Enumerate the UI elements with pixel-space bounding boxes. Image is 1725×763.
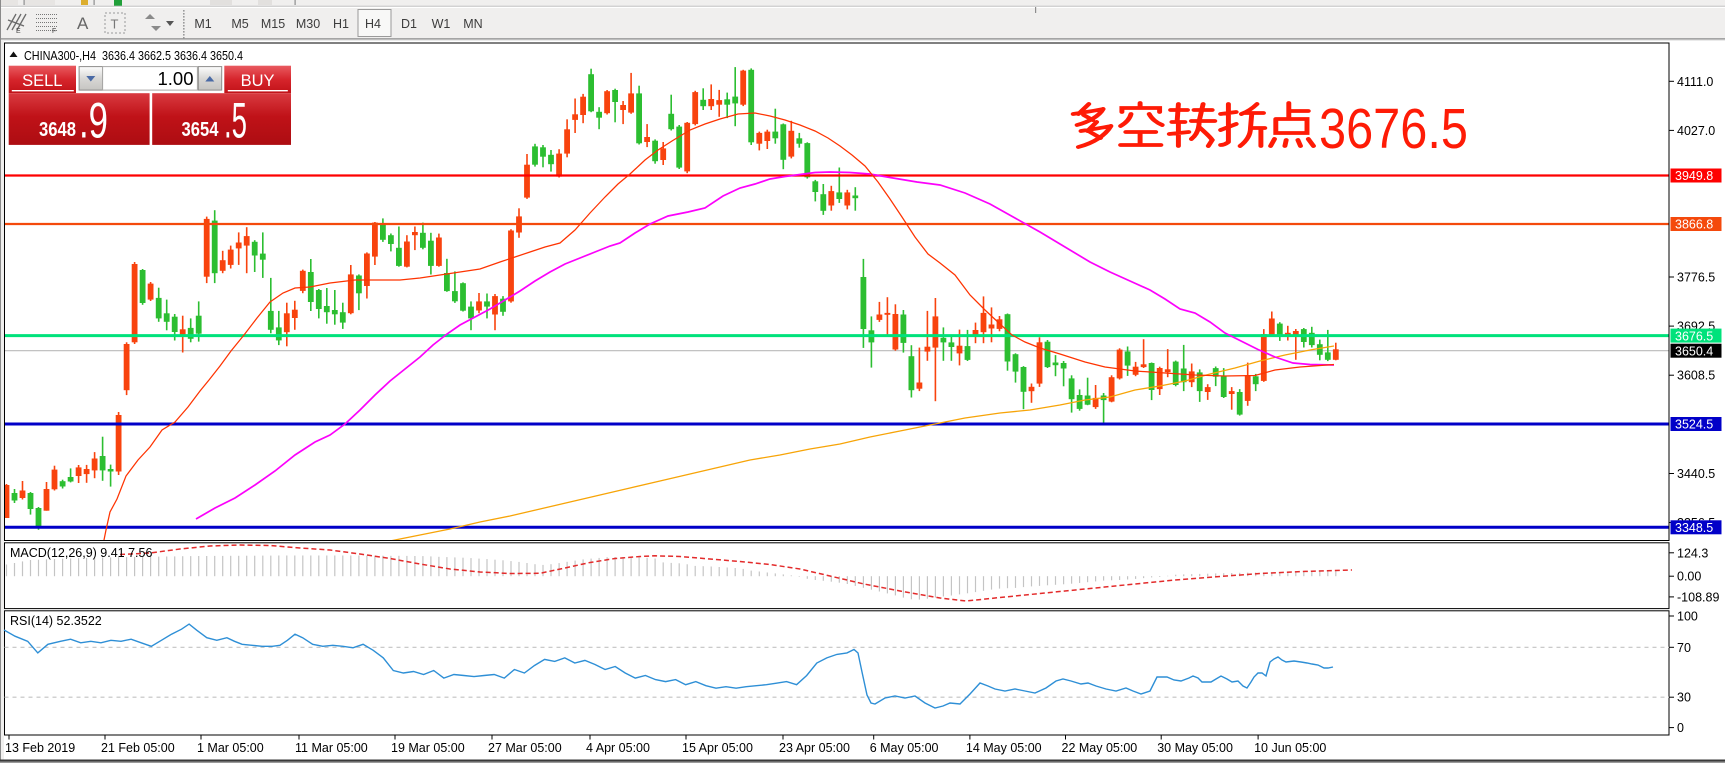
svg-text:6 May 05:00: 6 May 05:00 <box>870 741 939 755</box>
svg-text:W1: W1 <box>432 17 451 31</box>
svg-text:-108.89: -108.89 <box>1677 590 1719 604</box>
svg-text:MACD(12,26,9) 9.41 7.56: MACD(12,26,9) 9.41 7.56 <box>10 546 152 560</box>
svg-text:3650.4: 3650.4 <box>1675 344 1713 358</box>
svg-text:3676.5: 3676.5 <box>1675 329 1713 343</box>
svg-text:3654: 3654 <box>182 119 220 141</box>
svg-text:4027.0: 4027.0 <box>1677 124 1715 138</box>
svg-text:3676.5: 3676.5 <box>1319 97 1468 161</box>
svg-text:15 Apr 05:00: 15 Apr 05:00 <box>682 741 753 755</box>
svg-text:M1: M1 <box>194 17 211 31</box>
svg-text:3440.5: 3440.5 <box>1677 467 1715 481</box>
svg-text:70: 70 <box>1677 641 1691 655</box>
svg-text:M5: M5 <box>231 17 248 31</box>
svg-text:14 May 05:00: 14 May 05:00 <box>966 741 1042 755</box>
svg-text:.5: .5 <box>224 93 247 149</box>
svg-text:22 May 05:00: 22 May 05:00 <box>1062 741 1138 755</box>
svg-text:1 Mar 05:00: 1 Mar 05:00 <box>197 741 264 755</box>
svg-text:4 Apr 05:00: 4 Apr 05:00 <box>586 741 650 755</box>
svg-text:.9: .9 <box>79 93 108 149</box>
svg-text:H4: H4 <box>365 17 381 31</box>
svg-text:3648: 3648 <box>39 119 76 141</box>
svg-text:3348.5: 3348.5 <box>1675 521 1713 535</box>
svg-text:T: T <box>111 17 119 32</box>
svg-text:H1: H1 <box>333 17 349 31</box>
svg-text:M15: M15 <box>261 17 285 31</box>
svg-text:21 Feb 05:00: 21 Feb 05:00 <box>101 741 175 755</box>
svg-text:3776.5: 3776.5 <box>1677 271 1715 285</box>
svg-text:F: F <box>52 28 56 35</box>
svg-text:RSI(14) 52.3522: RSI(14) 52.3522 <box>10 614 102 628</box>
svg-text:BUY: BUY <box>241 72 275 90</box>
svg-text:11 Mar 05:00: 11 Mar 05:00 <box>295 741 368 755</box>
svg-text:3949.8: 3949.8 <box>1675 169 1713 183</box>
svg-text:100: 100 <box>1677 610 1698 624</box>
svg-text:0: 0 <box>1677 721 1684 735</box>
svg-text:30 May 05:00: 30 May 05:00 <box>1157 741 1233 755</box>
svg-text:23 Apr 05:00: 23 Apr 05:00 <box>779 741 850 755</box>
svg-text:124.3: 124.3 <box>1677 546 1708 560</box>
svg-text:M30: M30 <box>296 17 320 31</box>
svg-text:E: E <box>16 28 21 35</box>
svg-text:19 Mar 05:00: 19 Mar 05:00 <box>391 741 465 755</box>
svg-text:27 Mar 05:00: 27 Mar 05:00 <box>488 741 562 755</box>
svg-text:D1: D1 <box>401 17 417 31</box>
svg-text:SELL: SELL <box>22 72 62 90</box>
svg-text:13 Feb 2019: 13 Feb 2019 <box>5 741 75 755</box>
svg-text:3866.8: 3866.8 <box>1675 218 1713 232</box>
svg-text:MN: MN <box>463 17 482 31</box>
svg-text:CHINA300-,H4 3636.4 3662.5 36: CHINA300-,H4 3636.4 3662.5 3636.4 3650.4 <box>24 48 243 63</box>
svg-text:3524.5: 3524.5 <box>1675 418 1713 432</box>
svg-text:10 Jun 05:00: 10 Jun 05:00 <box>1254 741 1326 755</box>
svg-text:30: 30 <box>1677 691 1691 705</box>
svg-text:4111.0: 4111.0 <box>1677 75 1713 89</box>
svg-text:0.00: 0.00 <box>1677 570 1701 584</box>
svg-text:A: A <box>77 14 89 33</box>
svg-text:3608.5: 3608.5 <box>1677 369 1715 383</box>
svg-text:1.00: 1.00 <box>157 68 193 89</box>
